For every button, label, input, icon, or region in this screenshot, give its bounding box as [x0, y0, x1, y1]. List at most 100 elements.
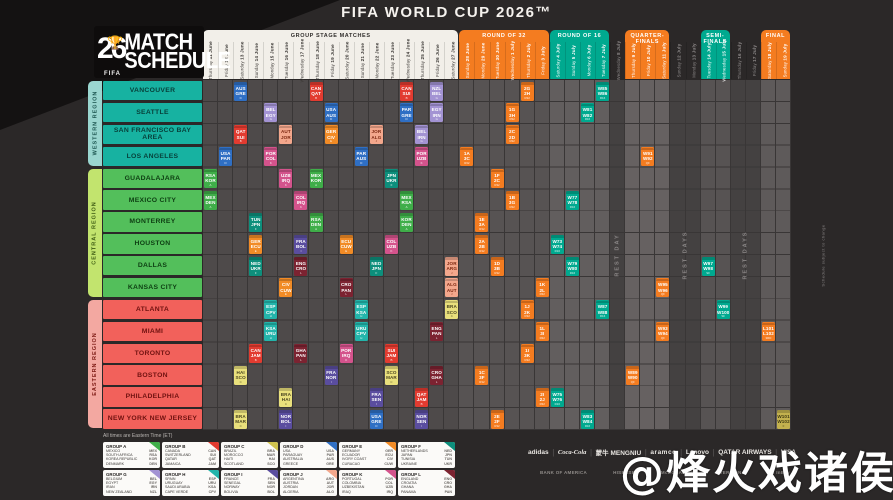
group-team-row: GREECE GRE — [283, 462, 334, 466]
group-team-row: QATAR QAT — [165, 457, 216, 461]
group-color-ribbon — [326, 442, 337, 451]
date-label: Saturday 18 July — [767, 42, 772, 79]
team-name: PANAMA — [401, 489, 416, 494]
date-column-header: Monday 29 June — [474, 42, 490, 79]
match-cell: GER ECU E — [249, 234, 263, 254]
group-team-row: MOROCCO MAR — [224, 453, 275, 457]
match-tag: B — [239, 139, 242, 144]
team-code: CPV — [208, 489, 216, 494]
group-team-row: KOREA REPUBLIC KOR — [106, 457, 157, 461]
match-tag: H — [360, 314, 363, 319]
date-column-header: Monday 22 June — [368, 42, 385, 79]
match-cell: W85 W86 R16 — [596, 81, 610, 101]
match-cell: 2E 2F R32 — [490, 409, 504, 429]
team-name: IVORY COAST — [342, 457, 367, 462]
match-cell: SCO MAR C — [384, 365, 398, 385]
match-cell: FRA NOR I — [324, 365, 338, 385]
grid-column-qf — [655, 80, 671, 430]
team-code: IRN — [150, 485, 157, 490]
group-team-row: CROATIA CRO — [401, 481, 452, 485]
match-tag: R32 — [464, 161, 470, 166]
match-tag: I — [330, 379, 332, 384]
city-label-los-angeles: LOS ANGELES — [103, 146, 202, 166]
team-name: HAITI — [224, 457, 234, 462]
grid-column-r32 — [519, 80, 535, 430]
rest-day-text: REST DAYS — [742, 230, 749, 280]
group-card-title: GROUP G — [106, 471, 127, 477]
date-column-header: Tuesday 14 July — [700, 42, 717, 79]
group-card-e: GROUP E GERMANY GER ECUADOR ECU IVORY COAST CI… — [339, 442, 396, 468]
match-tag: R32 — [509, 204, 515, 209]
match-cell: ALG AUT J — [445, 278, 459, 298]
fifa-26-logo: 26 🏆 FIFA MATCH SCHEDULE — [94, 26, 231, 78]
match-cell: USA AUS D — [324, 103, 338, 123]
match-cell: MEX RSA A — [400, 190, 414, 210]
team-code: DEN — [149, 461, 157, 466]
team-code: SCO — [267, 461, 275, 466]
match-tag: R32 — [479, 226, 485, 231]
team-code: UKR — [444, 461, 452, 466]
match-cell: FRA BOL I — [294, 234, 308, 254]
date-label: Tuesday 16 June — [284, 41, 290, 80]
group-team-row: UKRAINE UKR — [401, 462, 452, 466]
group-team-row: IRAN IRN — [106, 485, 157, 489]
match-cell: W81 W82 R16 — [581, 103, 594, 123]
team-name: CAPE VERDE — [165, 489, 189, 494]
team-code: COL — [385, 480, 393, 485]
match-cell: 2I 2J R32 — [535, 387, 549, 407]
team-name: USA — [283, 448, 291, 453]
group-team-row: JAPAN JPN — [401, 453, 452, 457]
city-label-san-francisco-bay-area: SAN FRANCISCO BAY AREA — [103, 124, 202, 145]
team-code: AUS — [326, 457, 334, 462]
section-label: ROUND OF 16 — [557, 33, 602, 39]
match-tag: QF — [660, 336, 665, 341]
match-cell: 1K 2L R32 — [535, 278, 549, 298]
date-label: Friday 17 July — [751, 44, 757, 77]
date-label: Sunday 14 June — [254, 42, 260, 79]
grid-column-group — [308, 80, 324, 430]
match-cell: AUS GRE D — [234, 81, 248, 101]
team-code: ALG — [326, 489, 334, 494]
grid-column-group — [248, 80, 264, 430]
date-label: Sunday 21 June — [359, 42, 365, 79]
team-name: AUSTRIA — [283, 480, 299, 485]
section-header-round-of-32: ROUND OF 32 — [459, 30, 549, 79]
match-tag: F — [375, 270, 378, 275]
match-cell: CIV CUW E — [279, 278, 293, 298]
match-cell: 1B 3G R32 — [505, 190, 519, 210]
rest-day-text: REST DAY — [614, 233, 621, 277]
grid-column-qf — [640, 80, 656, 430]
match-tag: I — [300, 248, 302, 253]
team-code: HAI — [268, 457, 275, 462]
date-label: Saturday 13 June — [239, 41, 245, 80]
date-column-header: Thursday 16 July — [730, 42, 747, 79]
match-cell: W83 W84 R16 — [581, 409, 594, 429]
team-name: IRAN — [106, 485, 115, 490]
match-cell: UZB IRQ K — [279, 169, 293, 188]
city-label-new-york-new-jersey: NEW YORK NEW JERSEY — [103, 409, 202, 429]
group-color-ribbon — [149, 470, 160, 479]
match-tag: H — [269, 314, 272, 319]
team-name: DENMARK — [106, 461, 124, 466]
sponsor-logo-mcdonald-s: McDONALD'S — [660, 470, 694, 475]
group-cards: GROUP A MEXICO MEX SOUTH AFRICA RSA KOREA REP… — [103, 442, 455, 496]
group-color-ribbon — [208, 470, 219, 479]
grid-column-r32 — [489, 80, 505, 430]
match-cell: CRO PAN L — [339, 278, 353, 298]
date-column-header: Saturday 4 July — [549, 42, 566, 79]
team-name: SENEGAL — [224, 480, 241, 485]
match-tag: J — [451, 270, 453, 275]
grid-column-group — [353, 80, 369, 430]
group-color-ribbon — [208, 442, 219, 451]
match-cell: COL IRQ K — [294, 190, 308, 210]
date-column-header: Wednesday 24 June — [399, 39, 415, 82]
team-name: NORWAY — [224, 485, 240, 490]
date-column-header: Friday 10 July — [640, 42, 656, 79]
match-cell: PAR AUS D — [354, 147, 368, 167]
match-tag: R32 — [479, 248, 485, 253]
group-card-title: GROUP D — [283, 443, 304, 449]
sponsor-divider: | — [644, 447, 647, 457]
team-name: ECUADOR — [342, 452, 360, 457]
date-label: Friday 10 July — [646, 44, 652, 77]
group-team-row: CURACAO CUW — [342, 462, 393, 466]
